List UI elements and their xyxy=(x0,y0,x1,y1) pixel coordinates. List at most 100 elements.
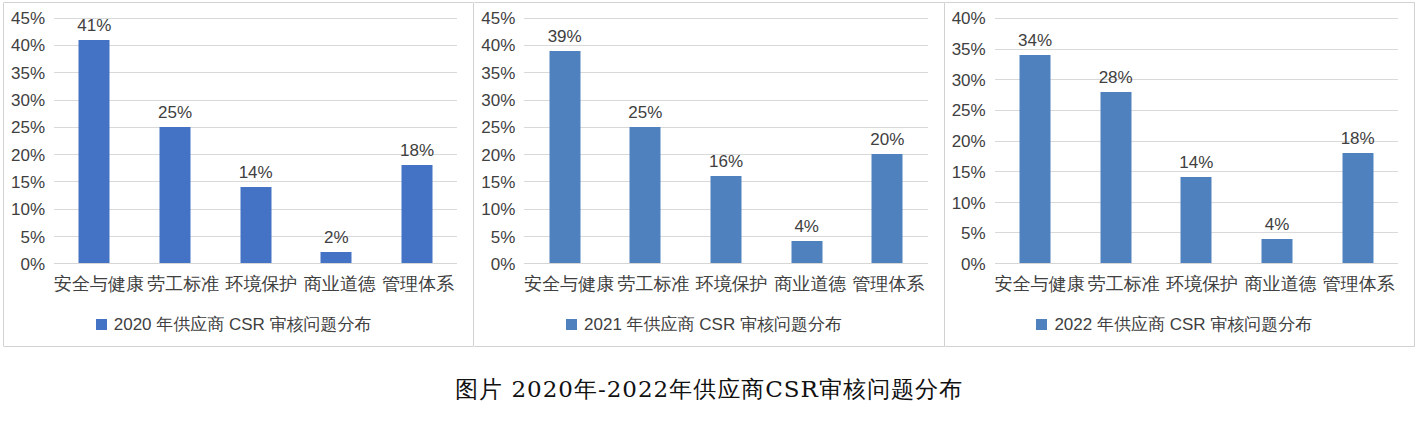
bar-column: 20% xyxy=(847,18,928,263)
bar xyxy=(1019,55,1050,263)
bar xyxy=(160,127,191,263)
bar-value-label: 4% xyxy=(794,218,819,235)
y-tick-label: 20% xyxy=(11,146,45,163)
y-tick-label: 30% xyxy=(952,71,986,88)
y-axis: 45%40%35%30%25%20%15%10%5%0% xyxy=(480,18,524,264)
chart-panel-2021: 45%40%35%30%25%20%15%10%5%0% 39%25%16%4%… xyxy=(474,2,944,347)
bar-value-label: 20% xyxy=(870,131,904,148)
bar xyxy=(630,127,661,263)
bar xyxy=(1100,92,1131,264)
y-tick-label: 40% xyxy=(952,10,986,27)
x-category-label: 环境保护 xyxy=(1163,274,1241,296)
bar-column: 14% xyxy=(1156,18,1237,263)
y-tick-label: 0% xyxy=(491,256,516,273)
bar-column: 18% xyxy=(1317,18,1398,263)
bar-column: 18% xyxy=(377,18,458,263)
bar-value-label: 4% xyxy=(1265,216,1290,233)
bar-value-label: 14% xyxy=(239,164,273,181)
bar-column: 4% xyxy=(1237,18,1318,263)
legend-marker-icon xyxy=(96,319,107,330)
bar xyxy=(1262,239,1293,264)
bar-column: 41% xyxy=(54,18,135,263)
y-tick-label: 15% xyxy=(11,174,45,191)
y-axis: 45%40%35%30%25%20%15%10%5%0% xyxy=(10,18,54,264)
y-tick-label: 45% xyxy=(481,10,515,27)
bar-column: 4% xyxy=(766,18,847,263)
bar xyxy=(711,176,742,263)
bar-value-label: 18% xyxy=(400,142,434,159)
bar-value-label: 34% xyxy=(1018,32,1052,49)
bar-column: 39% xyxy=(524,18,605,263)
y-tick-label: 25% xyxy=(952,102,986,119)
y-tick-label: 35% xyxy=(481,64,515,81)
bar-column: 16% xyxy=(686,18,767,263)
y-tick-label: 0% xyxy=(961,256,986,273)
x-axis-labels: 安全与健康劳工标准环境保护商业道德管理体系 xyxy=(54,274,457,296)
y-tick-label: 0% xyxy=(20,256,45,273)
bar xyxy=(1342,153,1373,263)
chart-body: 45%40%35%30%25%20%15%10%5%0% 41%25%14%2%… xyxy=(10,18,457,264)
y-axis: 40%35%30%25%20%15%10%5%0% xyxy=(951,18,995,264)
y-tick-label: 35% xyxy=(11,64,45,81)
y-tick-label: 5% xyxy=(20,228,45,245)
y-tick-label: 20% xyxy=(952,133,986,150)
x-category-label: 环境保护 xyxy=(222,274,300,296)
x-category-label: 劳工标准 xyxy=(144,274,222,296)
x-axis-labels: 安全与健康劳工标准环境保护商业道德管理体系 xyxy=(995,274,1398,296)
plot-area: 41% 25% 14% 2% 18% xyxy=(54,18,457,264)
bar-value-label: 41% xyxy=(77,17,111,34)
y-tick-label: 5% xyxy=(491,228,516,245)
x-category-label: 劳工标准 xyxy=(614,274,692,296)
x-category-label: 劳工标准 xyxy=(1085,274,1163,296)
y-tick-label: 10% xyxy=(481,201,515,218)
y-tick-label: 10% xyxy=(952,194,986,211)
y-tick-label: 30% xyxy=(11,92,45,109)
bar-value-label: 14% xyxy=(1179,154,1213,171)
x-category-label: 安全与健康 xyxy=(995,274,1085,296)
bar xyxy=(549,51,580,263)
bar-columns: 39% 25% 16% 4% 20% xyxy=(524,18,927,263)
bar-columns: 41% 25% 14% 2% 18% xyxy=(54,18,457,263)
legend: 2022 年供应商 CSR 审核问题分布 xyxy=(951,313,1398,336)
x-axis-labels: 安全与健康劳工标准环境保护商业道德管理体系 xyxy=(524,274,927,296)
bar xyxy=(872,154,903,263)
bar-value-label: 39% xyxy=(548,28,582,45)
legend-label: 2021 年供应商 CSR 审核问题分布 xyxy=(584,313,842,336)
bar-column: 14% xyxy=(215,18,296,263)
y-tick-label: 35% xyxy=(952,40,986,57)
charts-row: 45% 40% 35% 30% 25% 20% 15% 10% 5% 0% 41% 25% 14% 2%… xyxy=(3,2,1415,347)
bar xyxy=(1181,177,1212,263)
legend-label: 2020 年供应商 CSR 审核问题分布 xyxy=(114,313,372,336)
plot-area: 34% 28% 14% 4% 18% xyxy=(995,18,1398,264)
bar xyxy=(321,252,352,263)
y-tick-label: 45% xyxy=(11,10,45,27)
bar-value-label: 16% xyxy=(709,153,743,170)
bar-column: 34% xyxy=(995,18,1076,263)
legend-marker-icon xyxy=(1036,319,1047,330)
bar xyxy=(79,40,110,263)
chart-panel-2020: 45%40%35%30%25%20%15%10%5%0% 41%25%14%2%… xyxy=(3,2,474,347)
y-tick-label: 5% xyxy=(961,225,986,242)
plot-area: 39% 25% 16% 4% 20% xyxy=(524,18,927,264)
bar-column: 25% xyxy=(605,18,686,263)
legend: 2020 年供应商 CSR 审核问题分布 xyxy=(10,313,457,336)
y-tick-label: 25% xyxy=(11,119,45,136)
x-category-label: 安全与健康 xyxy=(54,274,144,296)
bar xyxy=(402,165,433,263)
y-tick-label: 40% xyxy=(11,37,45,54)
legend: 2021 年供应商 CSR 审核问题分布 xyxy=(480,313,927,336)
bar xyxy=(240,187,271,263)
legend-label: 2022 年供应商 CSR 审核问题分布 xyxy=(1054,313,1312,336)
chart-body: 45%40%35%30%25%20%15%10%5%0% 39%25%16%4%… xyxy=(480,18,927,264)
x-category-label: 安全与健康 xyxy=(524,274,614,296)
y-tick-label: 15% xyxy=(952,163,986,180)
bar-column: 2% xyxy=(296,18,377,263)
x-category-label: 管理体系 xyxy=(849,274,927,296)
bar-value-label: 25% xyxy=(158,104,192,121)
x-category-label: 管理体系 xyxy=(1320,274,1398,296)
x-category-label: 管理体系 xyxy=(379,274,457,296)
bar-value-label: 28% xyxy=(1099,69,1133,86)
y-tick-label: 15% xyxy=(481,174,515,191)
chart-panel-2022: 40% 35% 30% 25% 20% 15% 10% 5% 0% 34% 28% 14% 4% 18%… xyxy=(945,2,1415,347)
x-category-label: 商业道德 xyxy=(771,274,849,296)
